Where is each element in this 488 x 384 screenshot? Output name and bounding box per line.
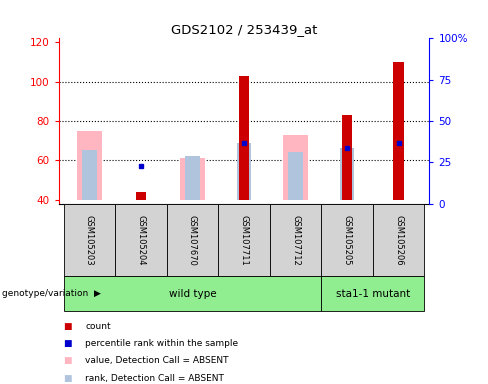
Text: genotype/variation  ▶: genotype/variation ▶	[2, 289, 102, 298]
Text: wild type: wild type	[169, 289, 216, 299]
Bar	[237, 142, 251, 200]
Text: GSM107712: GSM107712	[291, 215, 300, 265]
Bar	[283, 135, 308, 200]
Text: GSM105204: GSM105204	[137, 215, 145, 265]
Bar	[218, 204, 270, 276]
Text: sta1-1 mutant: sta1-1 mutant	[336, 289, 410, 299]
Bar	[393, 62, 404, 200]
Text: ■: ■	[63, 339, 72, 348]
Bar	[288, 152, 303, 200]
Bar	[239, 76, 249, 200]
Bar	[185, 156, 200, 200]
Text: percentile rank within the sample: percentile rank within the sample	[85, 339, 239, 348]
Text: GSM105205: GSM105205	[343, 215, 351, 265]
Text: GSM105203: GSM105203	[85, 215, 94, 265]
Bar	[136, 192, 146, 200]
Text: count: count	[85, 322, 111, 331]
Bar	[167, 204, 218, 276]
Bar	[64, 204, 115, 276]
Text: ■: ■	[63, 356, 72, 366]
Bar	[64, 276, 321, 311]
Bar	[321, 204, 373, 276]
Bar	[115, 204, 167, 276]
Bar	[321, 276, 424, 311]
Bar	[270, 204, 321, 276]
Bar	[77, 131, 102, 200]
Bar	[180, 158, 205, 200]
Bar	[373, 204, 424, 276]
Bar	[342, 115, 352, 200]
Title: GDS2102 / 253439_at: GDS2102 / 253439_at	[171, 23, 317, 36]
Bar	[340, 149, 354, 200]
Text: rank, Detection Call = ABSENT: rank, Detection Call = ABSENT	[85, 374, 224, 383]
Text: GSM107670: GSM107670	[188, 215, 197, 265]
Text: ■: ■	[63, 374, 72, 383]
Text: GSM105206: GSM105206	[394, 215, 403, 265]
Text: ■: ■	[63, 322, 72, 331]
Text: value, Detection Call = ABSENT: value, Detection Call = ABSENT	[85, 356, 229, 366]
Text: GSM107711: GSM107711	[240, 215, 248, 265]
Bar	[82, 151, 97, 200]
